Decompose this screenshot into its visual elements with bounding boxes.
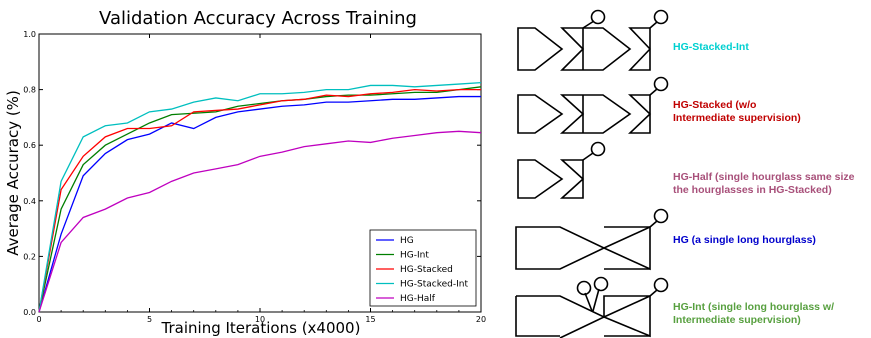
y-tick-label: 0.8 [23, 86, 36, 95]
legend-label: HG-Stacked [400, 265, 453, 275]
series-line-hg-half [38, 130, 482, 313]
y-tick-label: 1.0 [23, 30, 36, 39]
y-tick-label: 0.2 [23, 252, 36, 261]
diagram-label-half: HG-Half (single hourglass same size [673, 171, 855, 183]
series-line-hg [38, 95, 481, 313]
legend-label: HG-Stacked-Int [400, 280, 468, 290]
hourglass-half-icon [517, 141, 606, 199]
y-tick-label: 0.0 [23, 308, 36, 317]
chart-legend: HG HG-Int HG-Stacked HG-Stacked-Int HG-Half [369, 229, 477, 307]
diagram-label-int: HG-Int (single long hourglass w/ [673, 301, 834, 313]
hourglass-single-icon [515, 208, 669, 271]
legend-label: HG-Int [400, 251, 429, 261]
series-line-hg-int [38, 86, 482, 313]
diagram-label-int: Intermediate supervision) [673, 314, 801, 326]
y-tick-label: 0.4 [23, 197, 36, 206]
hourglass-stacked-int-icon [517, 9, 669, 71]
diagram-label-stacked: Intermediate supervision) [673, 112, 801, 124]
hourglass-int-icon [515, 276, 669, 338]
legend-label: HG-Half [400, 294, 436, 304]
x-tick-label: 15 [365, 315, 375, 324]
x-tick-label: 10 [255, 315, 265, 324]
diagram-label-stacked-int: HG-Stacked-Int [673, 41, 749, 53]
x-tick-label: 5 [147, 315, 152, 324]
x-tick-label: 0 [36, 315, 41, 324]
series-line-hg-stacked [38, 88, 481, 313]
diagram-label-half: the hourglasses in HG-Stacked) [673, 184, 832, 196]
x-tick-label: 20 [476, 315, 486, 324]
diagram-label-hg: HG (a single long hourglass) [673, 234, 816, 246]
legend-label: HG [400, 236, 414, 246]
legend-box [369, 229, 477, 307]
y-axis-label: Average Accuracy (%) [4, 90, 22, 256]
chart-title: Validation Accuracy Across Training [99, 8, 417, 29]
diagram-label-stacked: HG-Stacked (w/o [673, 99, 756, 111]
hourglass-stacked-icon [517, 76, 669, 134]
accuracy-line-chart: Validation Accuracy Across Training Aver… [4, 8, 486, 337]
series-line-hg-stacked-int [38, 82, 482, 313]
y-tick-label: 0.6 [23, 141, 36, 150]
x-axis-label: Training Iterations (x4000) [161, 319, 361, 337]
